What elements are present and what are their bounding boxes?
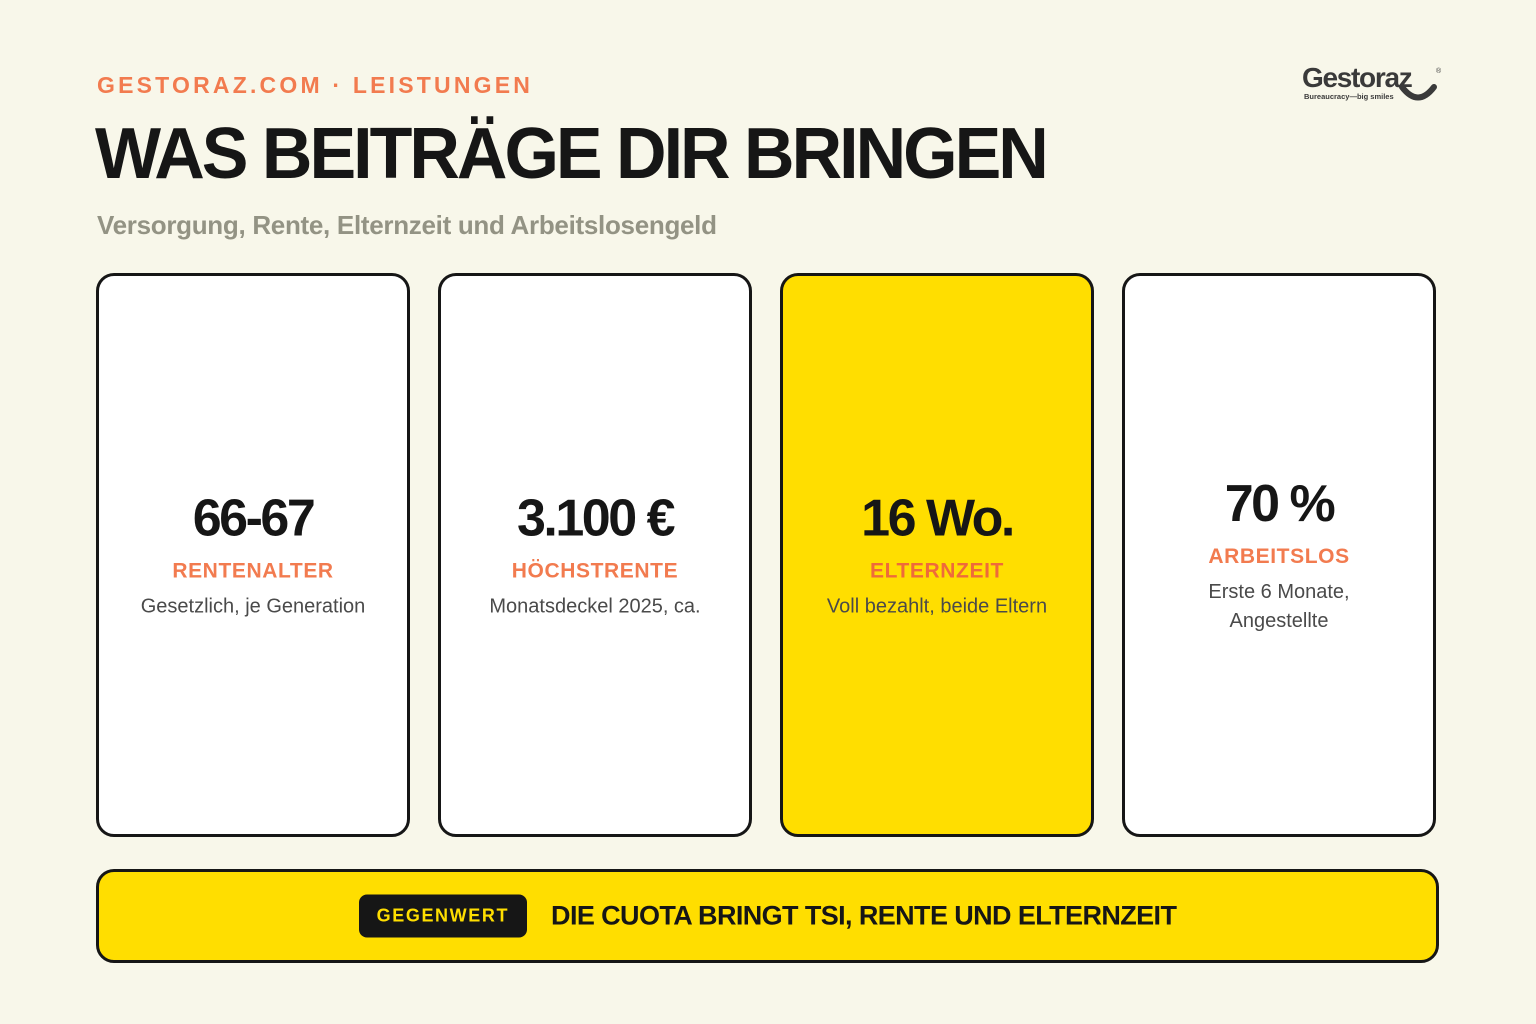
page-title: WAS BEITRÄGE DIR BRINGEN	[95, 112, 1049, 194]
page-subtitle: Versorgung, Rente, Elternzeit und Arbeit…	[97, 210, 717, 240]
eyebrow-label: GESTORAZ.COM · LEISTUNGEN	[97, 72, 534, 98]
card-label: HÖCHSTRENTE	[511, 559, 679, 583]
summary-banner: GEGENWERT DIE CUOTA BRINGT TSI, RENTE UN…	[96, 869, 1439, 963]
card-description: Voll bezahlt, beide Eltern	[826, 595, 1048, 618]
banner-text: DIE CUOTA BRINGT TSI, RENTE UND ELTERNZE…	[551, 900, 1177, 931]
gegenwert-badge: GEGENWERT	[358, 894, 528, 938]
card-arbeitslos: 70 % ARBEITSLOS Erste 6 Monate, Angestel…	[1122, 273, 1436, 837]
brand-logo[interactable]: Gestoraz ® Bureaucracy—big smiles	[1302, 62, 1442, 106]
card-description: Erste 6 Monate, Angestellte	[1208, 581, 1350, 632]
card-description: Monatsdeckel 2025, ca.	[489, 595, 701, 618]
logo-registered-mark: ®	[1436, 68, 1442, 75]
card-value: 70 %	[1224, 475, 1336, 533]
card-rentenalter: 66-67 RENTENALTER Gesetzlich, je Generat…	[96, 273, 410, 837]
card-value: 66-67	[192, 489, 316, 548]
logo-tagline: Bureaucracy—big smiles	[1304, 92, 1394, 101]
logo-wordmark: Gestoraz	[1302, 62, 1413, 93]
card-label: RENTENALTER	[172, 559, 334, 583]
card-description: Gesetzlich, je Generation	[140, 595, 366, 618]
card-value: 3.100 €	[517, 489, 676, 548]
card-hoechstrente: 3.100 € HÖCHSTRENTE Monatsdeckel 2025, c…	[438, 273, 752, 837]
card-elternzeit: 16 Wo. ELTERNZEIT Voll bezahlt, beide El…	[780, 273, 1094, 837]
card-label: ARBEITSLOS	[1208, 545, 1350, 568]
card-value: 16 Wo.	[861, 489, 1015, 548]
smile-icon	[1399, 84, 1437, 101]
card-label: ELTERNZEIT	[870, 559, 1004, 583]
